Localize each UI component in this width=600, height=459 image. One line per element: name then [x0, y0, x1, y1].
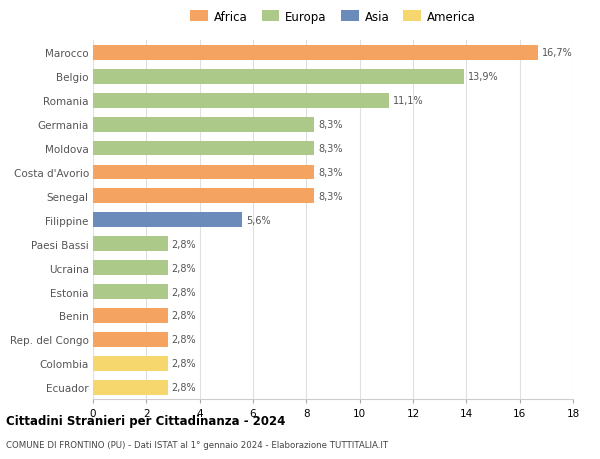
Bar	[93, 285, 167, 299]
Bar	[93, 141, 314, 156]
Bar	[93, 70, 464, 84]
Text: 11,1%: 11,1%	[393, 96, 424, 106]
Text: 2,8%: 2,8%	[172, 287, 196, 297]
Text: 2,8%: 2,8%	[172, 239, 196, 249]
Legend: Africa, Europa, Asia, America: Africa, Europa, Asia, America	[185, 6, 481, 28]
Bar	[93, 308, 167, 323]
Bar	[93, 46, 538, 61]
Text: Cittadini Stranieri per Cittadinanza - 2024: Cittadini Stranieri per Cittadinanza - 2…	[6, 414, 286, 428]
Text: COMUNE DI FRONTINO (PU) - Dati ISTAT al 1° gennaio 2024 - Elaborazione TUTTITALI: COMUNE DI FRONTINO (PU) - Dati ISTAT al …	[6, 441, 388, 449]
Bar	[93, 332, 167, 347]
Bar	[93, 189, 314, 204]
Text: 8,3%: 8,3%	[319, 168, 343, 178]
Bar	[93, 261, 167, 275]
Bar	[93, 94, 389, 108]
Text: 8,3%: 8,3%	[319, 191, 343, 202]
Text: 2,8%: 2,8%	[172, 335, 196, 345]
Bar	[93, 237, 167, 252]
Text: 13,9%: 13,9%	[467, 72, 498, 82]
Bar	[93, 380, 167, 395]
Bar	[93, 213, 242, 228]
Text: 2,8%: 2,8%	[172, 382, 196, 392]
Text: 16,7%: 16,7%	[542, 48, 573, 58]
Text: 8,3%: 8,3%	[319, 120, 343, 130]
Bar	[93, 118, 314, 132]
Text: 8,3%: 8,3%	[319, 144, 343, 154]
Text: 2,8%: 2,8%	[172, 263, 196, 273]
Bar	[93, 165, 314, 180]
Text: 2,8%: 2,8%	[172, 358, 196, 369]
Text: 5,6%: 5,6%	[247, 215, 271, 225]
Text: 2,8%: 2,8%	[172, 311, 196, 321]
Bar	[93, 356, 167, 371]
